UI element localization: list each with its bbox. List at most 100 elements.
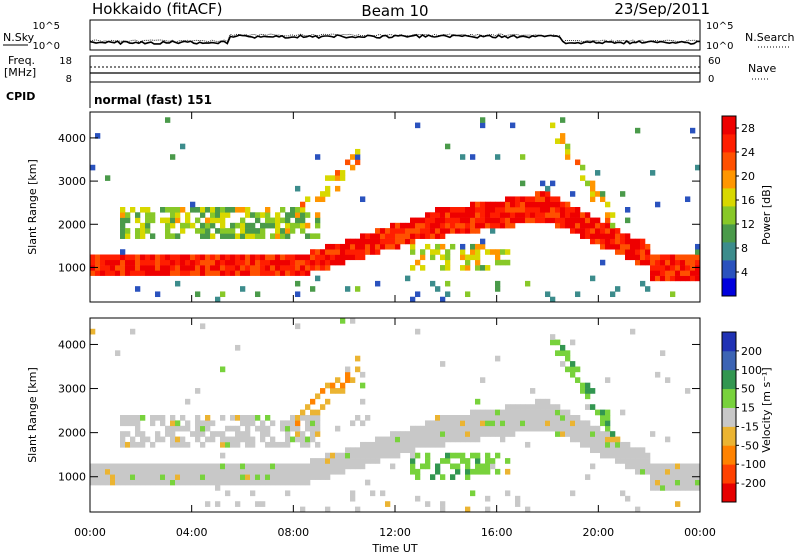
data-cell — [355, 452, 361, 459]
colorbar-segment — [722, 483, 736, 503]
data-cell — [255, 479, 261, 486]
colorbar-tick-label: 100 — [741, 364, 762, 377]
data-cell — [245, 233, 251, 239]
data-cell — [470, 217, 476, 224]
data-cell — [510, 217, 516, 224]
data-cell — [480, 217, 486, 224]
data-cell — [415, 122, 421, 129]
data-cell — [215, 212, 221, 218]
data-cell — [470, 254, 476, 261]
data-cell — [215, 217, 221, 224]
data-cell — [230, 233, 236, 239]
data-cell — [465, 468, 471, 475]
data-cell — [595, 409, 601, 416]
data-cell — [355, 243, 361, 250]
data-cell — [420, 425, 426, 432]
data-cell — [200, 425, 206, 432]
data-cell — [395, 431, 401, 437]
data-cell — [665, 259, 671, 266]
data-cell — [260, 222, 266, 229]
data-cell — [285, 425, 291, 432]
data-cell — [660, 468, 666, 475]
data-cell — [460, 265, 466, 271]
data-cell — [550, 339, 556, 346]
data-cell — [230, 222, 236, 229]
data-cell — [205, 436, 211, 443]
data-cell — [650, 170, 656, 176]
data-cell — [290, 222, 296, 229]
data-cell — [480, 409, 486, 416]
data-cell — [100, 468, 106, 475]
data-cell — [320, 259, 326, 266]
data-cell — [590, 436, 596, 443]
data-cell — [445, 207, 451, 213]
data-cell — [340, 175, 346, 181]
data-cell — [465, 431, 471, 437]
data-cell — [300, 259, 306, 266]
data-cell — [575, 377, 581, 383]
data-cell — [630, 328, 636, 335]
data-cell — [145, 468, 151, 475]
data-cell — [460, 212, 466, 218]
nsearch-tick-high: 10^5 — [706, 21, 733, 32]
data-cell — [445, 291, 451, 298]
data-cell — [365, 447, 371, 454]
data-cell — [585, 222, 591, 229]
data-cell — [435, 222, 441, 229]
data-cell — [655, 479, 661, 486]
data-cell — [335, 388, 341, 394]
data-cell — [310, 254, 316, 261]
data-cell — [625, 233, 631, 239]
nsky-tick-low: 10^0 — [33, 41, 60, 52]
data-cell — [520, 201, 526, 208]
data-cell — [440, 425, 446, 432]
data-cell — [135, 254, 141, 261]
data-cell — [690, 468, 696, 475]
data-cell — [400, 228, 406, 234]
data-cell — [450, 463, 456, 470]
data-cell — [155, 468, 161, 475]
data-cell — [150, 212, 156, 218]
data-cell — [415, 474, 421, 480]
data-cell — [585, 382, 591, 389]
data-cell — [660, 463, 666, 470]
data-cell — [375, 249, 381, 255]
data-cell — [275, 254, 281, 261]
data-cell — [315, 222, 321, 229]
data-cell — [410, 425, 416, 432]
data-cell — [420, 463, 426, 470]
data-cell — [300, 431, 306, 437]
data-cell — [205, 228, 211, 234]
data-cell — [620, 490, 626, 497]
data-cell — [240, 286, 246, 292]
data-cell — [650, 485, 656, 491]
data-cell — [225, 212, 231, 218]
data-cell — [550, 196, 556, 203]
data-cell — [280, 479, 286, 486]
data-cell — [165, 431, 171, 437]
data-cell — [170, 479, 176, 486]
data-cell — [690, 463, 696, 470]
data-cell — [105, 463, 111, 470]
data-cell — [340, 452, 346, 459]
data-cell — [120, 415, 126, 421]
data-cell — [485, 463, 491, 470]
data-cell — [655, 463, 661, 470]
data-cell — [295, 425, 301, 432]
data-cell — [200, 441, 206, 448]
data-cell — [285, 474, 291, 480]
data-cell — [275, 228, 281, 234]
data-cell — [545, 207, 551, 213]
data-cell — [425, 243, 431, 250]
data-cell — [615, 452, 621, 459]
data-cell — [590, 463, 596, 470]
data-cell — [120, 270, 126, 276]
data-cell — [375, 441, 381, 448]
data-cell — [430, 228, 436, 234]
data-cell — [120, 207, 126, 213]
data-cell — [325, 185, 331, 192]
data-cell — [440, 217, 446, 224]
data-cell — [260, 474, 266, 480]
data-cell — [495, 468, 501, 475]
